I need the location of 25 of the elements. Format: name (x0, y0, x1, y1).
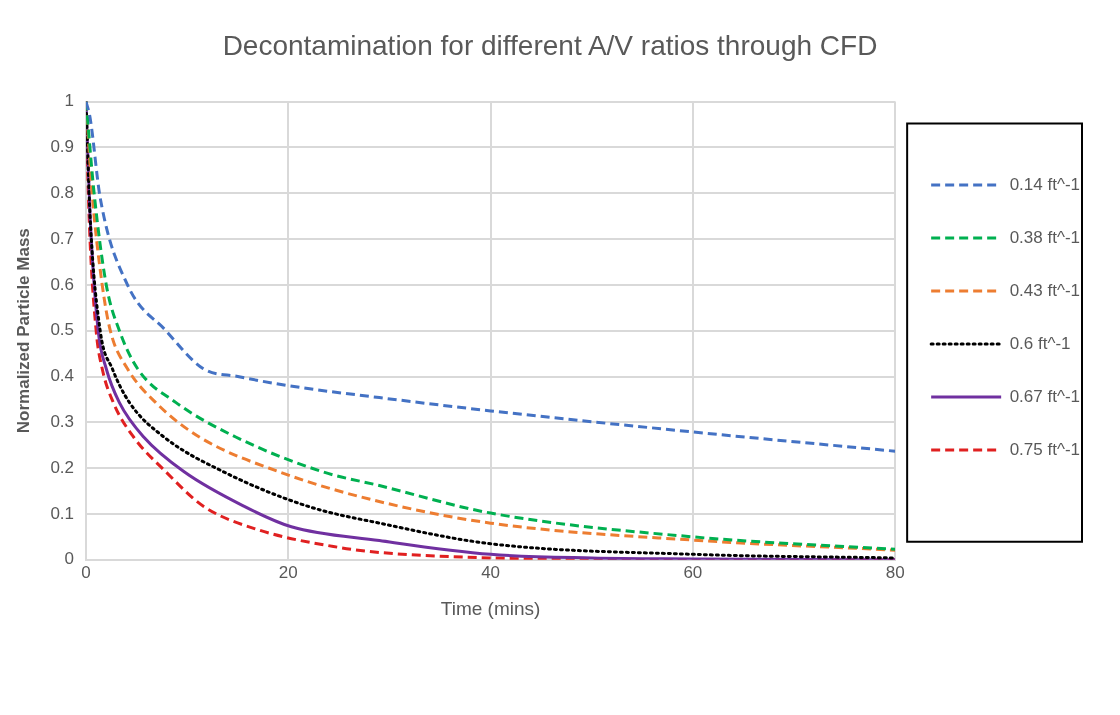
x-tick-label: 0 (81, 562, 91, 582)
x-tick-label: 40 (481, 562, 501, 582)
y-tick-label: 0.5 (50, 320, 75, 340)
y-tick-label: 0.6 (50, 274, 75, 294)
legend-label: 0.43 ft^-1 (1009, 280, 1081, 300)
y-tick-label: 0.2 (50, 457, 75, 477)
legend-label: 0.14 ft^-1 (1009, 174, 1081, 194)
y-tick-label: 0 (64, 549, 75, 569)
x-axis-title: Time (mins) (440, 597, 541, 619)
chart-title: Decontamination for different A/V ratios through CFD (222, 29, 878, 61)
legend-label: 0.67 ft^-1 (1009, 386, 1081, 406)
legend-label: 0.38 ft^-1 (1009, 227, 1081, 247)
y-tick-label: 0.4 (50, 366, 75, 386)
x-tick-label: 20 (278, 562, 298, 582)
x-tick-label: 60 (683, 562, 703, 582)
y-axis-title: Normalized Particle Mass (13, 228, 33, 434)
legend-label: 0.75 ft^-1 (1009, 439, 1081, 459)
y-tick-label: 0.3 (50, 412, 75, 432)
y-tick-label: 1 (64, 91, 75, 111)
x-tick-label: 80 (885, 562, 905, 582)
y-tick-label: 0.9 (50, 137, 75, 157)
y-tick-label: 0.8 (50, 182, 75, 202)
y-tick-label: 0.7 (50, 228, 75, 248)
legend-label: 0.6 ft^-1 (1009, 333, 1071, 353)
y-tick-label: 0.1 (50, 503, 75, 523)
